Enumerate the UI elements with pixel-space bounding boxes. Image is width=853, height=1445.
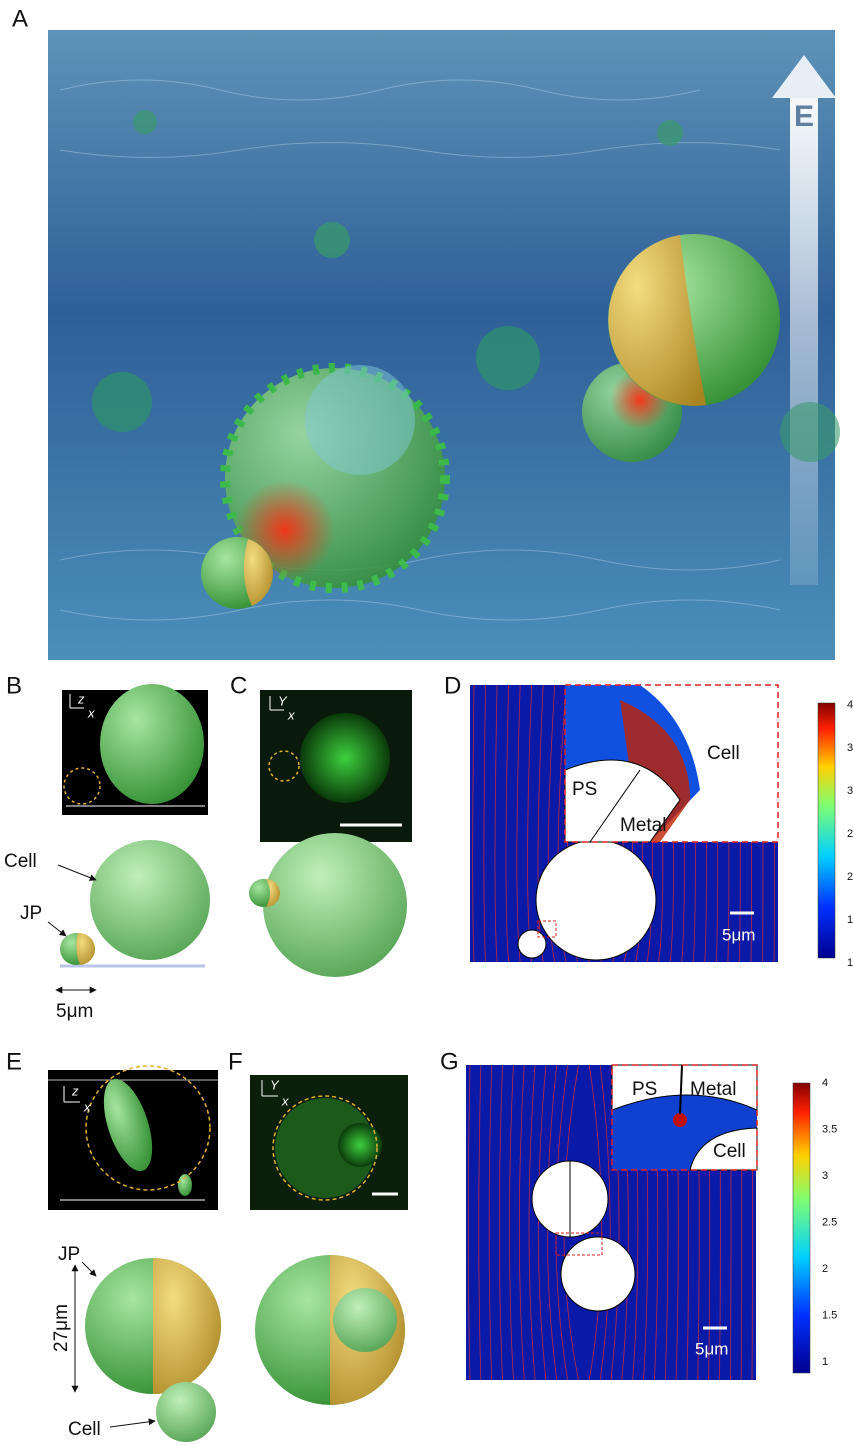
cell-outline bbox=[561, 1237, 635, 1311]
jp-label: JP bbox=[58, 1244, 80, 1265]
axis-label: x bbox=[87, 705, 95, 720]
colorbar-label: 1 bbox=[847, 957, 853, 969]
janus-metal-cap bbox=[153, 1258, 221, 1394]
axis-label: Y bbox=[278, 693, 288, 708]
axis-label: z bbox=[77, 691, 85, 706]
janus-metal-cap bbox=[76, 933, 95, 965]
cell-sketch bbox=[333, 1288, 397, 1352]
axis-label: z bbox=[71, 1083, 79, 1098]
panel-label: B bbox=[6, 672, 22, 699]
panel-label: A bbox=[12, 5, 28, 32]
pointer bbox=[58, 865, 96, 880]
cell-nucleus bbox=[305, 365, 415, 475]
jp-label: JP bbox=[20, 903, 42, 924]
cell-render bbox=[100, 684, 204, 804]
axis-label: x bbox=[287, 707, 295, 722]
axis-label: x bbox=[83, 1099, 91, 1114]
panel-label: F bbox=[228, 1048, 243, 1075]
inset-label: Cell bbox=[713, 1141, 746, 1162]
cell-label: Cell bbox=[4, 851, 37, 872]
pointer bbox=[82, 1262, 96, 1276]
colorbar-label: 3 bbox=[822, 1170, 828, 1182]
colorbar bbox=[818, 703, 835, 958]
colorbar-label: 2 bbox=[847, 871, 853, 883]
figure: A E B z x Cell JP 5μm C Y x D Cell PS Me… bbox=[0, 0, 853, 1445]
cell-sketch bbox=[90, 840, 210, 960]
panel-label: G bbox=[440, 1048, 459, 1075]
cell-sketch bbox=[156, 1382, 216, 1442]
colorbar-label: 1. bbox=[847, 914, 853, 926]
inset-label: Metal bbox=[690, 1079, 736, 1100]
axis-label: x bbox=[281, 1093, 289, 1108]
colorbar-label: 4 bbox=[847, 699, 853, 711]
cell-sketch bbox=[263, 833, 407, 977]
inset-label: Cell bbox=[707, 743, 740, 764]
scale-label: 5μm bbox=[722, 925, 755, 944]
colorbar-label: 3. bbox=[847, 742, 853, 754]
scale-label: 5μm bbox=[695, 1339, 728, 1358]
inset-label: Metal bbox=[620, 815, 666, 836]
colorbar-label: 3.5 bbox=[822, 1123, 837, 1135]
field-arrow-shaft bbox=[790, 95, 818, 585]
fluorescent-cell bbox=[300, 713, 390, 803]
inset-hotspot bbox=[673, 1113, 687, 1127]
axis-label: Y bbox=[270, 1077, 280, 1092]
cell-label: Cell bbox=[68, 1419, 101, 1440]
colorbar-label: 4 bbox=[822, 1077, 828, 1089]
colorbar-label: 3 bbox=[847, 785, 853, 797]
inset-label: PS bbox=[572, 779, 597, 800]
inset-label: PS bbox=[632, 1079, 657, 1100]
cell-outline bbox=[536, 840, 656, 960]
colorbar-label: 1 bbox=[822, 1356, 828, 1368]
colorbar-label: 2.5 bbox=[822, 1216, 837, 1228]
fluorescent-cell bbox=[338, 1123, 382, 1167]
colorbar-label: 2 bbox=[822, 1263, 828, 1275]
field-label: E bbox=[794, 100, 814, 133]
scale-label: 5μm bbox=[56, 1001, 93, 1022]
colorbar-label: 1.5 bbox=[822, 1309, 837, 1321]
pointer bbox=[48, 922, 66, 936]
colorbar bbox=[793, 1083, 810, 1373]
colorbar-label: 2. bbox=[847, 828, 853, 840]
panel-label: C bbox=[230, 672, 247, 699]
pointer bbox=[110, 1421, 155, 1427]
panel-label: E bbox=[6, 1048, 22, 1075]
size-label: 27μm bbox=[51, 1304, 72, 1352]
panel-label: D bbox=[444, 672, 461, 699]
particle-outline bbox=[518, 930, 546, 958]
